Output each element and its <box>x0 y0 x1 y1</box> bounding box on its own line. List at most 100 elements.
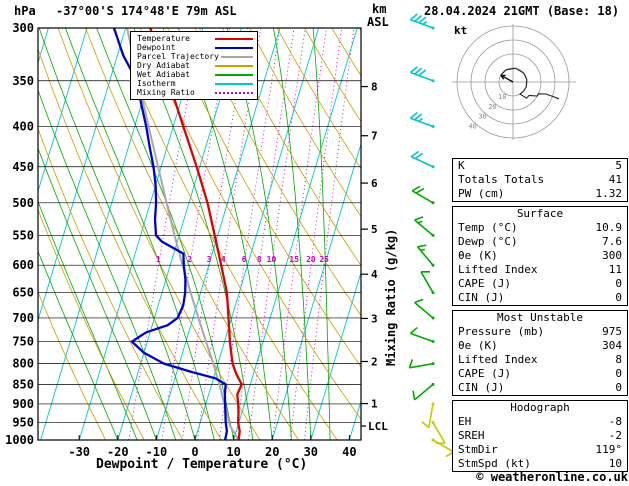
hodograph-ring-label: 10 <box>498 93 506 101</box>
plot-frame <box>37 27 362 441</box>
svg-text:850: 850 <box>12 377 34 391</box>
svg-text:900: 900 <box>12 397 34 411</box>
wind-barb <box>421 402 435 429</box>
stat-row: θe (K) 304 <box>458 339 622 352</box>
svg-text:450: 450 <box>12 160 34 174</box>
stats-panel: K 5 Totals Totals 41 PW (cm) 1.32 Surface Temp … <box>452 158 628 472</box>
copyright: © weatheronline.co.uk <box>476 470 628 484</box>
stat-row: Totals Totals 41 <box>458 173 622 186</box>
svg-text:4: 4 <box>371 268 378 281</box>
stat-row: CIN (J) 0 <box>458 291 622 304</box>
wind-barb <box>408 359 435 369</box>
hodograph-ring-label: 30 <box>478 113 486 121</box>
stat-row: CAPE (J) 0 <box>458 367 622 380</box>
legend-swatch <box>215 64 253 67</box>
svg-text:1: 1 <box>156 255 161 264</box>
wind-barb <box>411 185 435 205</box>
wind-barb <box>409 326 435 344</box>
hodograph-unit-label: kt <box>454 24 467 37</box>
legend-label: Temperature <box>137 34 190 43</box>
svg-text:3: 3 <box>207 255 212 264</box>
altitude-axis-unit-km: km <box>372 2 387 16</box>
svg-text:300: 300 <box>12 21 34 35</box>
svg-text:3: 3 <box>371 312 378 325</box>
hodograph-ring <box>484 53 542 111</box>
legend-item: Parcel Trajectory <box>137 52 253 61</box>
svg-text:4: 4 <box>221 255 226 264</box>
stat-row: SREH -2 <box>458 429 622 442</box>
stat-row: θe (K) 300 <box>458 249 622 262</box>
stats-box-title: Hodograph <box>510 401 570 414</box>
svg-text:2: 2 <box>371 355 378 368</box>
station-title: -37°00'S 174°48'E 79m ASL <box>56 4 237 18</box>
legend-swatch <box>215 82 253 85</box>
stats-box-title: Surface <box>516 207 564 220</box>
legend-swatch <box>215 91 253 94</box>
legend-item: Wet Adiabat <box>137 70 253 79</box>
svg-text:-30: -30 <box>68 445 90 459</box>
wind-barb <box>431 438 455 458</box>
svg-text:8: 8 <box>257 255 262 264</box>
skewt-background <box>38 28 361 440</box>
svg-text:30: 30 <box>304 445 318 459</box>
stat-row: EH -8 <box>458 415 622 428</box>
svg-text:350: 350 <box>12 74 34 88</box>
stat-row: CIN (J) 0 <box>458 381 622 394</box>
svg-text:7: 7 <box>371 130 378 143</box>
wind-barb-column <box>408 13 455 458</box>
svg-text:20: 20 <box>265 445 279 459</box>
hodograph-ring <box>470 39 556 125</box>
svg-text:500: 500 <box>12 196 34 210</box>
svg-text:1000: 1000 <box>5 433 34 447</box>
legend-swatch <box>215 46 253 49</box>
legend-item: Isotherm <box>137 79 253 88</box>
mixing-ratio-value-labels: 1 2 3 4 6 8 10 15 20 25 <box>156 255 329 264</box>
stats-box: Hodograph EH -8 SREH -2 StmDir 119° StmSpd (kt)… <box>452 400 628 472</box>
stat-row: Dewp (°C) 7.6 <box>458 235 622 248</box>
stat-row: Temp (°C) 10.9 <box>458 221 622 234</box>
svg-text:0: 0 <box>191 445 198 459</box>
stat-row: CAPE (J) 0 <box>458 277 622 290</box>
svg-text:-20: -20 <box>107 445 129 459</box>
temperature-tick-labels: -30 -20 -10 0 10 20 30 40 <box>68 435 357 459</box>
stat-row: PW (cm) 1.32 <box>458 187 622 200</box>
stat-row: StmDir 119° <box>458 443 622 456</box>
wind-barb <box>410 150 435 169</box>
altitude-tick-labels: 8 7 6 5 4 3 2 1 LCL <box>361 81 388 433</box>
legend-label: Mixing Ratio <box>137 88 195 97</box>
pressure-axis-unit: hPa <box>14 4 36 18</box>
legend-item: Temperature <box>137 34 253 43</box>
legend-label: Parcel Trajectory <box>137 52 219 61</box>
legend-swatch <box>220 55 253 58</box>
svg-text:5: 5 <box>371 223 378 236</box>
legend-label: Dewpoint <box>137 43 176 52</box>
wind-barb <box>420 270 435 295</box>
svg-text:20: 20 <box>306 255 316 264</box>
mixing-ratio-axis-label: Mixing Ratio (g/kg) <box>384 228 398 366</box>
legend-label: Wet Adiabat <box>137 70 190 79</box>
svg-text:-10: -10 <box>146 445 168 459</box>
svg-text:10: 10 <box>267 255 277 264</box>
temperature-trace <box>149 28 243 440</box>
pressure-tick-labels: 300 350 400 450 500 550 600 650 700 750 800 850 900 9… <box>5 21 34 447</box>
altitude-axis-unit-asl: ASL <box>367 15 389 29</box>
hodograph-ring-label: 40 <box>468 123 476 131</box>
svg-text:10: 10 <box>226 445 240 459</box>
stats-box: Surface Temp (°C) 10.9 Dewp (°C) 7.6 θe (K) 30… <box>452 206 628 306</box>
wind-barb <box>414 298 435 320</box>
legend-item: Dry Adiabat <box>137 61 253 70</box>
svg-text:800: 800 <box>12 357 34 371</box>
legend-swatch <box>215 37 253 40</box>
svg-text:400: 400 <box>12 119 34 133</box>
wind-barb <box>409 111 435 128</box>
stat-row: Lifted Index 11 <box>458 263 622 276</box>
wind-barb <box>409 13 435 30</box>
sounding-traces <box>112 28 243 440</box>
stats-box: K 5 Totals Totals 41 PW (cm) 1.32 <box>452 158 628 202</box>
dewpoint-trace <box>112 28 229 440</box>
isotherm-lines <box>38 28 361 440</box>
